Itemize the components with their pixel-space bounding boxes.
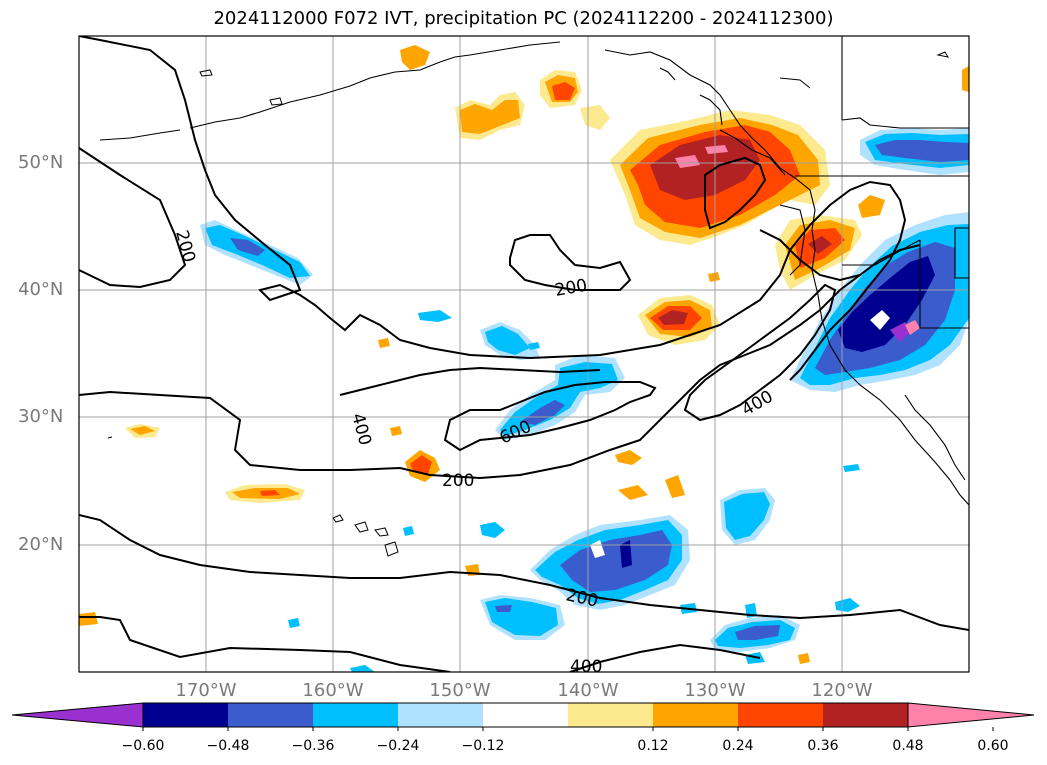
colorbar-tick-label: 0.60: [977, 738, 1009, 754]
lon-label-120w: 120°W: [811, 680, 873, 701]
colorbar-segment: [483, 703, 568, 727]
colorbar-tick-label: 0.12: [637, 738, 669, 754]
lon-label-130w: 130°W: [684, 680, 746, 701]
lon-label-140w: 140°W: [557, 680, 619, 701]
colorbar-tick-label: −0.24: [376, 738, 420, 754]
contour-label: 200: [442, 471, 474, 491]
map-title: 2024112000 F072 IVT, precipitation PC (2…: [213, 8, 834, 29]
colorbar-tick-label: 0.36: [807, 738, 839, 754]
colorbar-tick-label: −0.36: [291, 738, 335, 754]
lat-label-40n: 40°N: [18, 279, 64, 300]
colorbar-segment: [823, 703, 908, 727]
colorbar-segment: [398, 703, 483, 727]
ivt-contours: [79, 36, 969, 672]
colorbar-segment: [228, 703, 313, 727]
colorbar-segment: [738, 703, 823, 727]
colorbar-segment: [143, 703, 228, 727]
plot-frame: [78, 35, 970, 673]
lon-label-160w: 160°W: [302, 680, 364, 701]
colorbar-segment: [313, 703, 398, 727]
colorbar-tick-label: 0.24: [722, 738, 754, 754]
islands: [107, 51, 950, 557]
colorbar-tick-label: 0.48: [892, 738, 924, 754]
colorbar-extend-low: [11, 702, 144, 728]
colorbar-tick-label: −0.60: [121, 738, 165, 754]
lat-label-20n: 20°N: [18, 534, 64, 555]
colorbar-segment: [568, 703, 653, 727]
colorbar-tick-label: −0.48: [206, 738, 250, 754]
coastlines: [99, 36, 969, 506]
lat-label-30n: 30°N: [18, 406, 64, 427]
precip-positive-regions: [79, 45, 969, 664]
lon-label-170w: 170°W: [175, 680, 237, 701]
contour-label: 400: [570, 657, 602, 677]
lon-label-150w: 150°W: [429, 680, 491, 701]
colorbar-frame: [142, 702, 909, 728]
colorbar: [11, 702, 1035, 731]
lat-label-50n: 50°N: [18, 152, 64, 173]
colorbar-extend-high: [907, 702, 1035, 728]
map-gridlines: [79, 36, 969, 672]
colorbar-segment: [653, 703, 738, 727]
colorbar-tick-label: −0.12: [461, 738, 505, 754]
